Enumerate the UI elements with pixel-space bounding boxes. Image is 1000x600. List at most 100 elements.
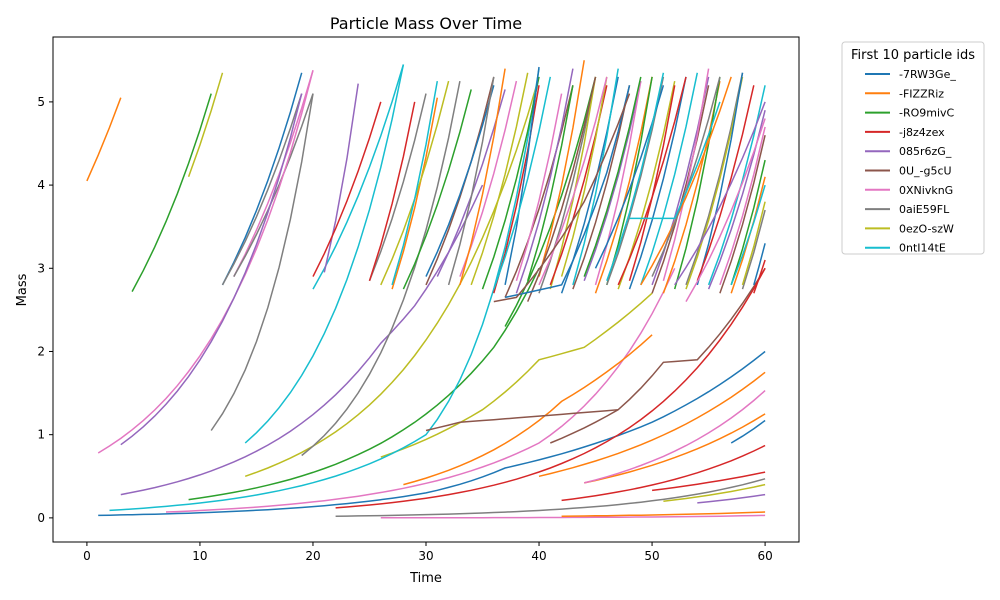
series-line-0aiE59FL bbox=[741, 209, 766, 290]
series-line--7RW3Ge_ bbox=[504, 66, 540, 286]
legend-entry: -RO9mivC bbox=[899, 107, 955, 120]
series-line--RO9mivC bbox=[583, 76, 642, 277]
y-axis-label: Mass bbox=[15, 273, 30, 306]
series-line-0ntI14tE bbox=[244, 64, 405, 444]
series-line--j8z4zex bbox=[753, 259, 766, 294]
series-line-0XNivknG bbox=[538, 76, 608, 286]
series-line-085r6zG_ bbox=[323, 83, 359, 273]
series-line-0U_-g5cU bbox=[550, 409, 619, 444]
series-line--RO9mivC bbox=[673, 76, 721, 290]
series-lines bbox=[86, 60, 766, 519]
y-tick-label: 0 bbox=[37, 511, 45, 525]
series-line-0aiE59FL bbox=[301, 80, 461, 457]
series-line--RO9mivC bbox=[481, 76, 540, 290]
series-line--j8z4zex bbox=[617, 76, 687, 286]
x-tick-label: 20 bbox=[305, 549, 320, 563]
series-line--j8z4zex bbox=[561, 444, 766, 502]
series-line-0aiE59FL bbox=[221, 93, 303, 286]
legend-entry: 085r6zG_ bbox=[899, 145, 952, 158]
series-line-0ntI14tE bbox=[640, 72, 699, 286]
series-line--FIZZRiz bbox=[459, 68, 506, 286]
series-line-0ntI14tE bbox=[629, 101, 721, 220]
series-line--7RW3Ge_ bbox=[504, 85, 631, 299]
series-line--RO9mivC bbox=[504, 76, 597, 327]
series-line--FIZZRiz bbox=[640, 76, 732, 286]
y-tick-label: 2 bbox=[37, 344, 45, 358]
series-line-0ntI14tE bbox=[391, 80, 439, 286]
x-tick-label: 30 bbox=[418, 549, 433, 563]
series-line-085r6zG_ bbox=[515, 68, 574, 294]
series-line-0U_-g5cU bbox=[719, 135, 766, 294]
series-line-0XNivknG bbox=[594, 80, 642, 286]
series-line-0XNivknG bbox=[380, 514, 766, 519]
series-line--FIZZRiz bbox=[584, 413, 766, 484]
series-line--7RW3Ge_ bbox=[425, 85, 495, 277]
legend-box bbox=[841, 41, 985, 255]
series-line-0aiE59FL bbox=[606, 76, 665, 286]
series-line-0ezO-szW bbox=[187, 72, 224, 178]
series-line--7RW3Ge_ bbox=[753, 243, 766, 286]
series-line--FIZZRiz bbox=[538, 371, 766, 478]
y-tick-label: 3 bbox=[37, 261, 45, 275]
series-line--FIZZRiz bbox=[538, 60, 585, 277]
series-line-0ezO-szW bbox=[470, 72, 529, 286]
legend-entry: -7RW3Ge_ bbox=[899, 68, 956, 81]
series-line--7RW3Ge_ bbox=[628, 76, 687, 290]
legend-entry: -FIZZRiz bbox=[899, 87, 944, 100]
series-line--7RW3Ge_ bbox=[730, 419, 766, 444]
legend-title: First 10 particle ids bbox=[851, 48, 975, 63]
series-line-0XNivknG bbox=[584, 390, 766, 484]
series-line-0aiE59FL bbox=[368, 93, 427, 282]
series-line-085r6zG_ bbox=[674, 101, 766, 286]
series-line-0ezO-szW bbox=[560, 76, 608, 277]
series-line-0U_-g5cU bbox=[425, 267, 766, 432]
series-line-0ntI14tE bbox=[606, 72, 665, 282]
legend-entry: 0U_-g5cU bbox=[899, 165, 952, 178]
series-line-0ezO-szW bbox=[380, 292, 653, 458]
series-line-0XNivknG bbox=[97, 70, 314, 454]
y-tick-label: 5 bbox=[37, 95, 45, 109]
series-line-085r6zG_ bbox=[583, 80, 642, 282]
series-line-0U_-g5cU bbox=[504, 85, 574, 298]
series-line-0ntI14tE bbox=[493, 76, 552, 290]
series-line-0aiE59FL bbox=[685, 72, 744, 286]
series-line--FIZZRiz bbox=[391, 97, 439, 290]
series-line--RO9mivC bbox=[526, 85, 574, 282]
series-line-0aiE59FL bbox=[447, 76, 495, 286]
chart-title: Particle Mass Over Time bbox=[330, 14, 522, 33]
series-line-0U_-g5cU bbox=[493, 93, 631, 303]
series-line-0ntI14tE bbox=[572, 68, 619, 286]
series-line-0U_-g5cU bbox=[572, 85, 631, 290]
series-line-085r6zG_ bbox=[120, 184, 484, 496]
series-line--j8z4zex bbox=[312, 101, 382, 277]
series-line-085r6zG_ bbox=[120, 93, 303, 446]
legend-entry: 0aiE59FL bbox=[899, 203, 950, 216]
legend: First 10 particle ids -7RW3Ge_ -FIZZRiz -R… bbox=[841, 41, 985, 255]
legend-entry: 0XNivknG bbox=[899, 184, 953, 197]
series-line-0aiE59FL bbox=[335, 478, 766, 517]
x-tick-label: 40 bbox=[531, 549, 546, 563]
series-line-0XNivknG bbox=[685, 118, 766, 302]
series-line--7RW3Ge_ bbox=[221, 72, 303, 286]
series-line-0U_-g5cU bbox=[425, 76, 495, 286]
series-line-085r6zG_ bbox=[697, 493, 766, 504]
series-line--7RW3Ge_ bbox=[98, 350, 766, 517]
x-axis-label: Time bbox=[409, 571, 442, 586]
series-line-0XNivknG bbox=[515, 93, 563, 282]
y-tick-label: 1 bbox=[37, 428, 45, 442]
series-line--RO9mivC bbox=[730, 159, 766, 286]
series-line-0XNivknG bbox=[165, 267, 676, 513]
series-line-0ntI14tE bbox=[312, 64, 405, 290]
series-line--RO9mivC bbox=[188, 267, 540, 501]
series-line--RO9mivC bbox=[131, 93, 212, 292]
series-line--FIZZRiz bbox=[403, 334, 653, 486]
series-line-0ezO-szW bbox=[244, 76, 540, 478]
x-tick-label: 60 bbox=[757, 549, 772, 563]
series-line-0ntI14tE bbox=[109, 68, 540, 512]
series-line--j8z4zex bbox=[335, 267, 766, 509]
series-line--FIZZRiz bbox=[86, 97, 122, 182]
series-line-0ezO-szW bbox=[549, 76, 597, 290]
series-line-0ezO-szW bbox=[685, 76, 744, 290]
